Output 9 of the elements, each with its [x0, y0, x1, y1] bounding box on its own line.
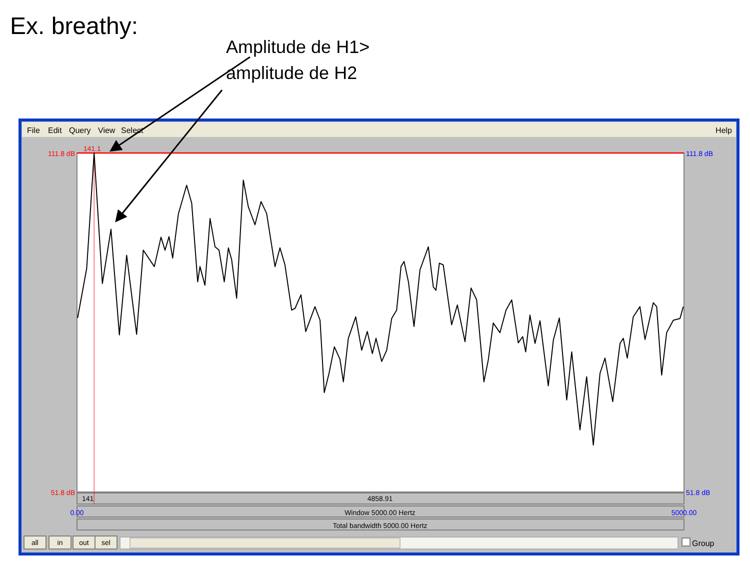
chart-title: Ex. breathy: — [10, 13, 138, 40]
text: View — [98, 126, 116, 135]
text: Amplitude de H1> amplitude de H2 — [226, 37, 370, 83]
text: Edit — [48, 126, 63, 135]
text: File — [27, 126, 40, 135]
text: Query — [69, 126, 91, 135]
line-series — [77, 152, 684, 446]
text: Group — [692, 539, 715, 548]
text: Help — [716, 126, 733, 135]
